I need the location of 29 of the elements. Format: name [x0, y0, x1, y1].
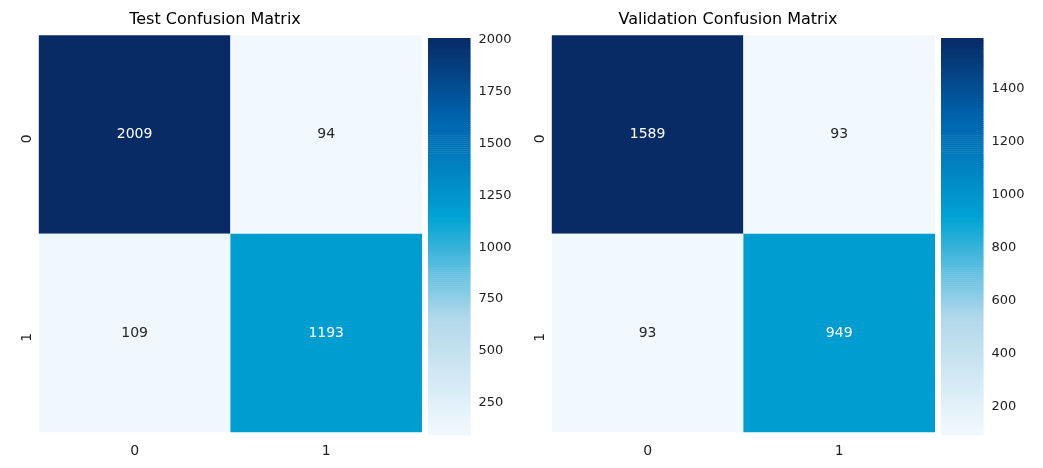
- data-label: 1193: [308, 323, 345, 340]
- color-bar-label: 250: [478, 394, 504, 410]
- color-bar-label: 400: [991, 344, 1017, 360]
- x-tick-label: 1: [321, 442, 331, 459]
- color-bar-label: 1750: [478, 83, 512, 99]
- x-tick-label: 0: [643, 442, 653, 459]
- data-label: 93: [830, 125, 849, 142]
- color-bar-label: 750: [478, 290, 504, 306]
- color-bar-label: 200: [991, 397, 1017, 413]
- color-bar-label: 1500: [478, 134, 512, 150]
- data-label: 94: [317, 125, 336, 142]
- x-tick-label: 0: [130, 442, 140, 459]
- x-tick-label: 1: [834, 442, 844, 459]
- color-bar-label: 600: [991, 291, 1017, 307]
- chart-title: Validation Confusion Matrix: [618, 8, 838, 28]
- data-label: 93: [638, 323, 657, 340]
- color-bar-label: 800: [991, 238, 1017, 254]
- data-label: 949: [825, 323, 853, 340]
- color-bar-label: 500: [478, 342, 504, 358]
- color-bar-label: 1000: [478, 238, 512, 254]
- color-bar-label: 1400: [991, 79, 1025, 95]
- color-bar-label: 1000: [991, 185, 1025, 201]
- color-bar-label: 1250: [478, 186, 512, 202]
- chart-title: Test Confusion Matrix: [128, 8, 301, 28]
- color-bar-label: 1200: [991, 132, 1025, 148]
- data-label: 109: [121, 323, 148, 340]
- data-label: 2009: [116, 125, 153, 142]
- color-bar-label: 2000: [478, 31, 512, 47]
- data-label: 1589: [629, 125, 666, 142]
